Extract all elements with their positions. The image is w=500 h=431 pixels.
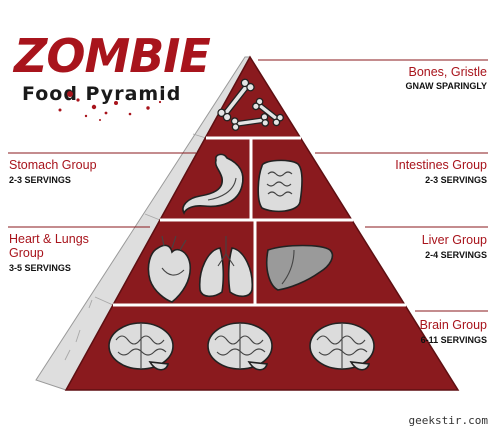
leader-lines bbox=[8, 59, 488, 312]
stomach-group-name: Stomach Group bbox=[9, 158, 97, 172]
heart-icon bbox=[147, 235, 192, 303]
bones-icon bbox=[217, 78, 284, 131]
brain-icon-3 bbox=[309, 322, 375, 371]
brain-icon-1 bbox=[108, 322, 174, 371]
stomach-group-servings: 2-3 SERVINGS bbox=[9, 175, 71, 185]
title-zombie: ZOMBIE bbox=[12, 29, 210, 83]
bones-group-servings: GNAW SPARINGLY bbox=[405, 81, 487, 91]
blood-splatter bbox=[58, 91, 162, 121]
tier-label-liver: Liver Group 2-4 SERVINGS bbox=[422, 233, 487, 260]
title-food-pyramid: Food Pyramid bbox=[22, 83, 181, 105]
tier-dividers bbox=[113, 136, 406, 307]
bones-group-name: Bones, Gristle bbox=[408, 65, 487, 79]
tier-label-intestines: Intestines Group 2-3 SERVINGS bbox=[395, 158, 487, 185]
lungs-icon bbox=[198, 236, 254, 298]
heart-lungs-group-servings: 3-5 SERVINGS bbox=[9, 263, 71, 273]
tier-label-heart-lungs: Heart & Lungs Group 3-5 SERVINGS bbox=[9, 232, 89, 273]
side-face-seams bbox=[64, 133, 207, 361]
stomach-icon bbox=[182, 153, 244, 215]
intestines-group-name: Intestines Group bbox=[395, 158, 487, 172]
liver-icon bbox=[265, 244, 334, 291]
site-credit: geekstir.com bbox=[409, 414, 489, 427]
liver-group-name: Liver Group bbox=[422, 233, 487, 247]
title-block: ZOMBIE Food Pyramid bbox=[12, 29, 211, 121]
brain-group-name: Brain Group bbox=[420, 318, 487, 332]
tier-label-stomach: Stomach Group 2-3 SERVINGS bbox=[9, 158, 97, 185]
pyramid-front-face bbox=[64, 55, 460, 391]
brain-icon-2 bbox=[207, 322, 273, 371]
brain-group-servings: 6-11 SERVINGS bbox=[421, 335, 487, 345]
tier-label-brain: Brain Group 6-11 SERVINGS bbox=[420, 318, 487, 345]
intestines-icon bbox=[257, 159, 303, 213]
liver-group-servings: 2-4 SERVINGS bbox=[425, 250, 487, 260]
heart-lungs-group-name-line2: Group bbox=[9, 246, 44, 260]
intestines-group-servings: 2-3 SERVINGS bbox=[425, 175, 487, 185]
tier-label-bones: Bones, Gristle GNAW SPARINGLY bbox=[405, 65, 487, 91]
heart-lungs-group-name-line1: Heart & Lungs bbox=[9, 232, 89, 246]
